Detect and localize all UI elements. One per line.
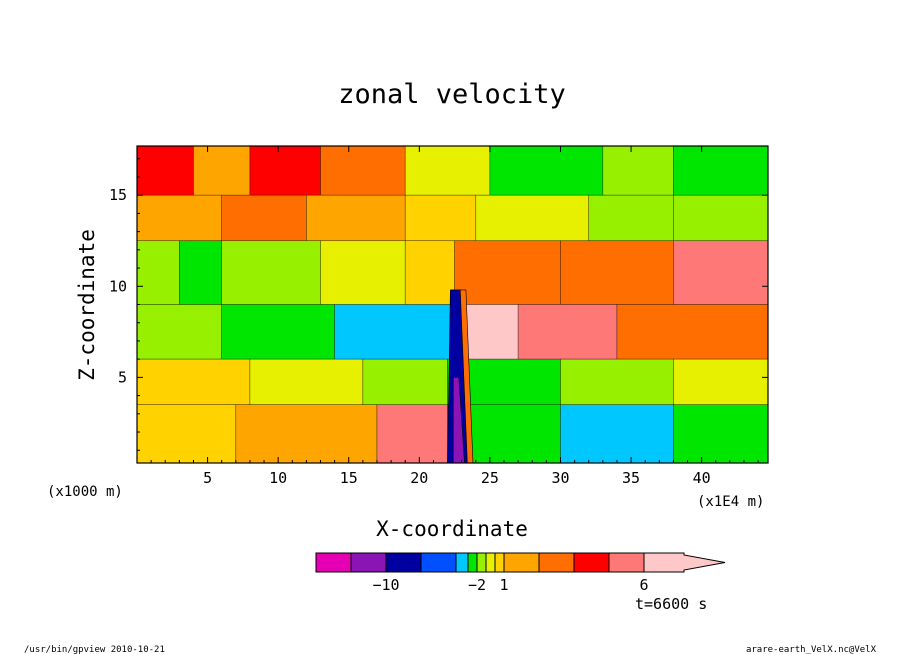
field-cell bbox=[517, 304, 618, 360]
y-tick-label: 15 bbox=[109, 186, 127, 204]
footer-left: /usr/bin/gpview 2010-10-21 bbox=[24, 645, 165, 654]
field-cell bbox=[334, 304, 455, 360]
field-cell bbox=[320, 146, 406, 196]
field-cell bbox=[376, 404, 448, 463]
colorbar-swatch bbox=[476, 552, 487, 573]
field-cell bbox=[137, 146, 194, 196]
x-axis-label: X-coordinate bbox=[376, 517, 528, 541]
colorbar-tick-label: −10 bbox=[372, 576, 399, 594]
plot-area bbox=[137, 146, 768, 463]
field-cell bbox=[560, 404, 674, 463]
colorbar-swatch bbox=[385, 552, 422, 573]
colorbar: −10 −2 1 6 bbox=[315, 552, 726, 594]
field-cell bbox=[673, 240, 768, 305]
colorbar-tick-label: −2 bbox=[468, 576, 486, 594]
y-axis-label: Z-coordinate bbox=[75, 229, 99, 381]
colorbar-swatch bbox=[608, 552, 645, 573]
x-tick-label: 5 bbox=[203, 469, 212, 487]
colorbar-swatch bbox=[420, 552, 457, 573]
x-tick-label: 30 bbox=[551, 469, 569, 487]
field-cell bbox=[404, 146, 491, 196]
time-label: t=6600 s bbox=[635, 595, 707, 613]
colorbar-swatch bbox=[494, 552, 505, 573]
field-cell bbox=[137, 240, 180, 305]
field-cell bbox=[560, 358, 674, 406]
field-cell bbox=[673, 146, 768, 196]
field-cell bbox=[193, 146, 251, 196]
colorbar-swatch bbox=[467, 552, 478, 573]
x-tick-label: 15 bbox=[340, 469, 358, 487]
y-axis: 5 10 15 bbox=[109, 158, 768, 451]
field-cell bbox=[602, 146, 674, 196]
colorbar-swatch bbox=[503, 552, 540, 573]
x-tick-label: 20 bbox=[410, 469, 428, 487]
colorbar-swatch bbox=[573, 552, 610, 573]
field-cell bbox=[249, 146, 321, 196]
field-cell bbox=[588, 194, 674, 242]
colorbar-swatch-arrow bbox=[643, 552, 726, 573]
velocity-jet-overlay bbox=[447, 289, 474, 463]
field-cell bbox=[137, 404, 237, 463]
field-cell bbox=[235, 404, 378, 463]
footer-right: arare-earth_VelX.nc@VelX bbox=[746, 645, 877, 654]
x-tick-label: 35 bbox=[622, 469, 640, 487]
colorbar-swatch bbox=[350, 552, 387, 573]
field-cell bbox=[179, 240, 222, 305]
colorbar-swatch bbox=[315, 552, 352, 573]
field-cell bbox=[221, 240, 321, 305]
colorbar-tick-label: 6 bbox=[639, 576, 648, 594]
field-cell bbox=[249, 358, 364, 406]
field-cell bbox=[404, 240, 455, 305]
x-tick-label: 25 bbox=[481, 469, 499, 487]
jet-core-strong bbox=[452, 377, 465, 463]
field-cell bbox=[461, 404, 561, 463]
field-cell bbox=[137, 358, 251, 406]
field-cell bbox=[362, 358, 448, 406]
colorbar-swatch bbox=[485, 552, 496, 573]
field-cell bbox=[673, 358, 768, 406]
field-cell bbox=[137, 304, 222, 360]
x-unit-label: (x1E4 m) bbox=[697, 494, 764, 510]
colorbar-tick-label: 1 bbox=[499, 576, 508, 594]
colorbar-swatch bbox=[538, 552, 575, 573]
field-cell bbox=[489, 146, 604, 196]
jet-edge bbox=[459, 289, 474, 463]
field-cell bbox=[221, 304, 335, 360]
field-cell bbox=[404, 194, 477, 242]
x-tick-label: 10 bbox=[269, 469, 287, 487]
field-cell bbox=[475, 194, 590, 242]
x-tick-label: 40 bbox=[693, 469, 711, 487]
chart-title: zonal velocity bbox=[338, 79, 566, 110]
y-tick-label: 10 bbox=[109, 277, 127, 295]
field-cell bbox=[137, 194, 222, 242]
field-cell bbox=[673, 404, 768, 463]
colorbar-swatch bbox=[455, 552, 469, 573]
field-cell bbox=[306, 194, 406, 242]
field-cell bbox=[221, 194, 307, 242]
jet-core bbox=[447, 289, 468, 463]
field-cell bbox=[454, 240, 561, 305]
y-unit-label: (x1000 m) bbox=[47, 484, 123, 500]
x-axis: 5 10 15 20 25 30 35 40 bbox=[150, 146, 759, 487]
field-cell bbox=[560, 240, 674, 305]
field-cell bbox=[673, 194, 768, 242]
field-cell bbox=[616, 304, 768, 360]
field-cell bbox=[320, 240, 406, 305]
y-tick-label: 5 bbox=[118, 368, 127, 386]
